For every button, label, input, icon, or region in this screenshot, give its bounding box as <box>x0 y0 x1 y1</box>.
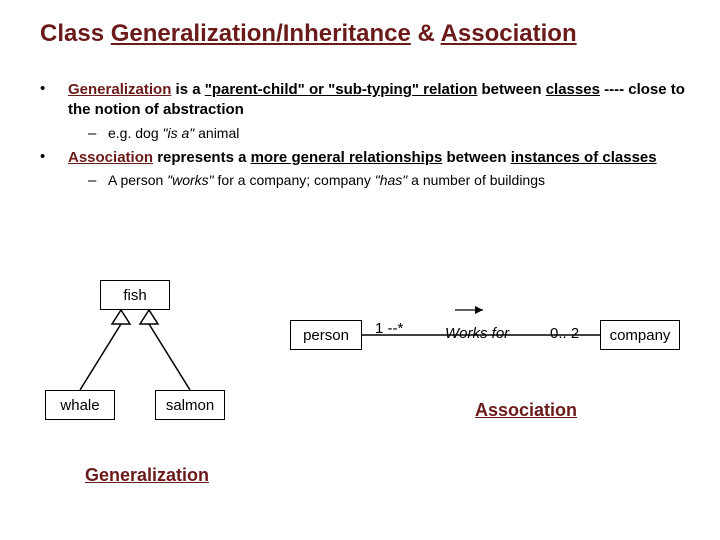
bullet-list: • Generalization is a "parent-child" or … <box>40 80 690 195</box>
bullet-2: • Association represents a more general … <box>40 148 690 168</box>
gen-arrow-salmon <box>140 310 190 390</box>
bullet-1-text: Generalization is a "parent-child" or "s… <box>68 80 690 121</box>
association-label: Association <box>475 400 577 421</box>
title-gen: Generalization/Inheritance <box>111 20 411 47</box>
bullet-2-text: Association represents a more general re… <box>68 148 690 168</box>
gen-arrow-whale <box>80 310 130 390</box>
bullet-dot: • <box>40 80 68 121</box>
title-pre: Class <box>40 20 111 47</box>
dash: – <box>88 125 108 142</box>
generalization-label: Generalization <box>85 465 209 486</box>
class-box-salmon: salmon <box>155 390 225 420</box>
bullet-1-sub: – e.g. dog "is a" animal <box>88 125 690 142</box>
association-name: Works for <box>445 325 509 342</box>
page-title: Class Generalization/Inheritance & Assoc… <box>40 20 577 48</box>
class-box-company: company <box>600 320 680 350</box>
sub1-text: e.g. dog "is a" animal <box>108 125 239 142</box>
title-mid: & <box>411 20 441 47</box>
class-box-whale: whale <box>45 390 115 420</box>
class-box-fish: fish <box>100 280 170 310</box>
bullet-dot: • <box>40 148 68 168</box>
sub2-text: A person "works" for a company; company … <box>108 172 545 189</box>
multiplicity-left: 1 --* <box>375 320 403 337</box>
bullet-1: • Generalization is a "parent-child" or … <box>40 80 690 121</box>
bullet-2-sub: – A person "works" for a company; compan… <box>88 172 690 189</box>
direction-arrow-icon <box>455 306 483 314</box>
title-assoc: Association <box>441 20 577 47</box>
dash: – <box>88 172 108 189</box>
multiplicity-right: 0.. 2 <box>550 325 579 342</box>
class-box-person: person <box>290 320 362 350</box>
